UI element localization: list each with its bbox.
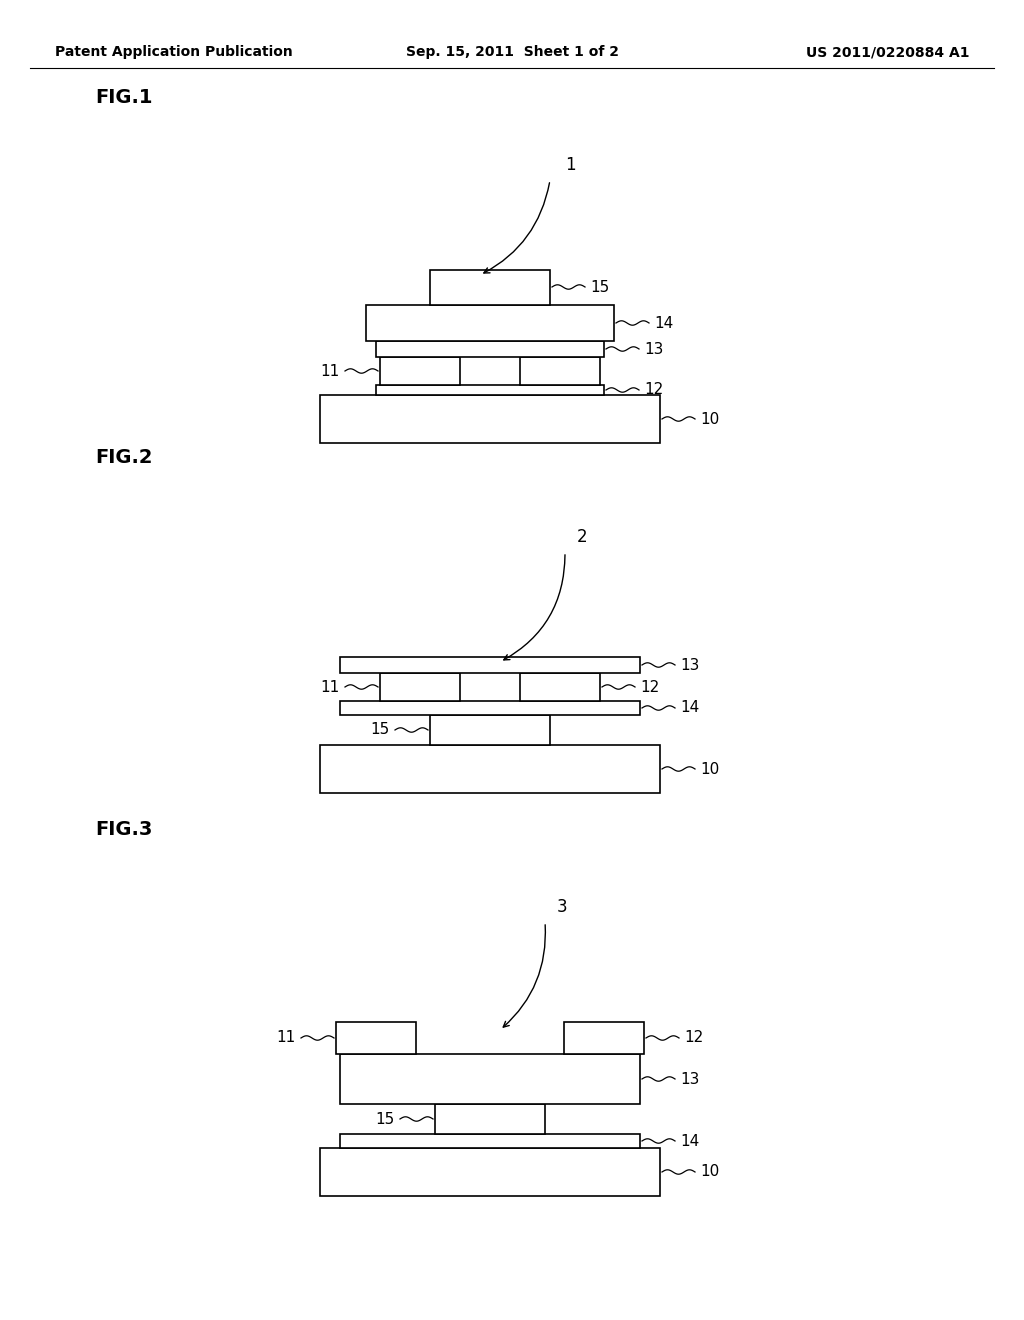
Bar [430, 715, 550, 744]
Text: 1: 1 [565, 156, 575, 174]
Text: 15: 15 [376, 1111, 395, 1126]
Text: 10: 10 [700, 412, 719, 426]
Bar [336, 1022, 416, 1053]
Bar [319, 1148, 660, 1196]
Text: US 2011/0220884 A1: US 2011/0220884 A1 [807, 45, 970, 59]
Bar [340, 1053, 640, 1104]
Text: 14: 14 [680, 1134, 699, 1148]
Bar [376, 341, 604, 356]
Text: 15: 15 [371, 722, 390, 738]
Bar [380, 673, 460, 701]
Bar [319, 395, 660, 444]
Bar [435, 1104, 545, 1134]
Text: 2: 2 [577, 528, 588, 546]
Text: 10: 10 [700, 762, 719, 776]
Text: FIG.2: FIG.2 [95, 447, 153, 467]
Bar [340, 701, 640, 715]
Bar [376, 385, 604, 395]
Text: FIG.3: FIG.3 [95, 820, 153, 840]
Text: 13: 13 [680, 1072, 699, 1086]
Text: 10: 10 [700, 1164, 719, 1180]
Text: 12: 12 [640, 680, 659, 694]
Bar [366, 305, 614, 341]
Text: 11: 11 [321, 363, 340, 379]
Text: FIG.1: FIG.1 [95, 88, 153, 107]
Bar [520, 673, 600, 701]
Bar [520, 356, 600, 385]
Text: 14: 14 [654, 315, 673, 330]
Bar [564, 1022, 644, 1053]
Text: 14: 14 [680, 701, 699, 715]
Text: 12: 12 [644, 383, 664, 397]
Text: Sep. 15, 2011  Sheet 1 of 2: Sep. 15, 2011 Sheet 1 of 2 [406, 45, 618, 59]
Text: 11: 11 [276, 1031, 296, 1045]
Bar [319, 744, 660, 793]
Text: 12: 12 [684, 1031, 703, 1045]
Text: Patent Application Publication: Patent Application Publication [55, 45, 293, 59]
Text: 15: 15 [590, 280, 609, 294]
Bar [430, 271, 550, 305]
Text: 11: 11 [321, 680, 340, 694]
Text: 3: 3 [557, 898, 567, 916]
Bar [380, 356, 460, 385]
Text: 13: 13 [680, 657, 699, 672]
Bar [340, 1134, 640, 1148]
Bar [340, 657, 640, 673]
Text: 13: 13 [644, 342, 664, 356]
